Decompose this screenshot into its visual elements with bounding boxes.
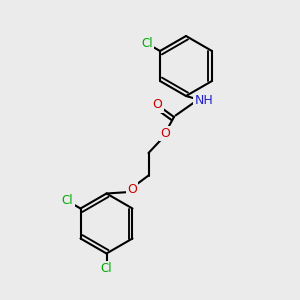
Text: Cl: Cl xyxy=(62,194,73,208)
Text: O: O xyxy=(127,182,137,196)
Text: Cl: Cl xyxy=(141,37,153,50)
Text: O: O xyxy=(153,98,162,112)
Text: Cl: Cl xyxy=(101,262,112,275)
Text: NH: NH xyxy=(195,94,213,107)
Text: O: O xyxy=(160,127,170,140)
